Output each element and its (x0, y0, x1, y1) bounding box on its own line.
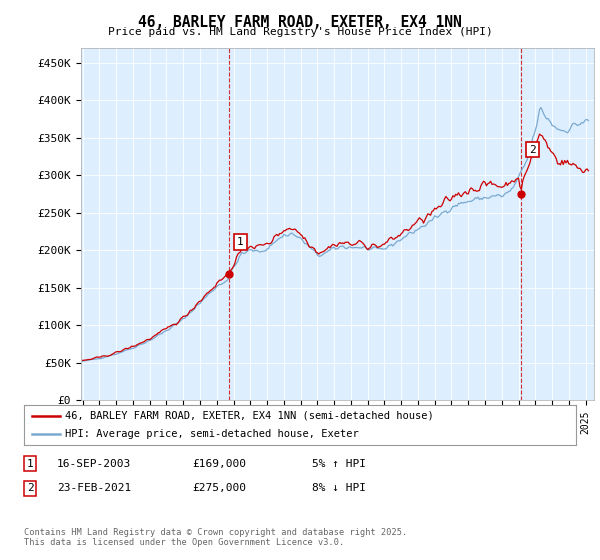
Text: 5% ↑ HPI: 5% ↑ HPI (312, 459, 366, 469)
Text: 1: 1 (26, 459, 34, 469)
Text: 46, BARLEY FARM ROAD, EXETER, EX4 1NN (semi-detached house): 46, BARLEY FARM ROAD, EXETER, EX4 1NN (s… (65, 411, 434, 421)
Text: Price paid vs. HM Land Registry's House Price Index (HPI): Price paid vs. HM Land Registry's House … (107, 27, 493, 37)
Text: HPI: Average price, semi-detached house, Exeter: HPI: Average price, semi-detached house,… (65, 430, 359, 439)
Text: £275,000: £275,000 (192, 483, 246, 493)
Text: 2: 2 (26, 483, 34, 493)
Text: 16-SEP-2003: 16-SEP-2003 (57, 459, 131, 469)
Text: 23-FEB-2021: 23-FEB-2021 (57, 483, 131, 493)
Text: £169,000: £169,000 (192, 459, 246, 469)
Text: 2: 2 (529, 144, 536, 155)
Text: 1: 1 (237, 237, 244, 247)
Text: Contains HM Land Registry data © Crown copyright and database right 2025.
This d: Contains HM Land Registry data © Crown c… (24, 528, 407, 547)
Text: 46, BARLEY FARM ROAD, EXETER, EX4 1NN: 46, BARLEY FARM ROAD, EXETER, EX4 1NN (138, 15, 462, 30)
Text: 8% ↓ HPI: 8% ↓ HPI (312, 483, 366, 493)
